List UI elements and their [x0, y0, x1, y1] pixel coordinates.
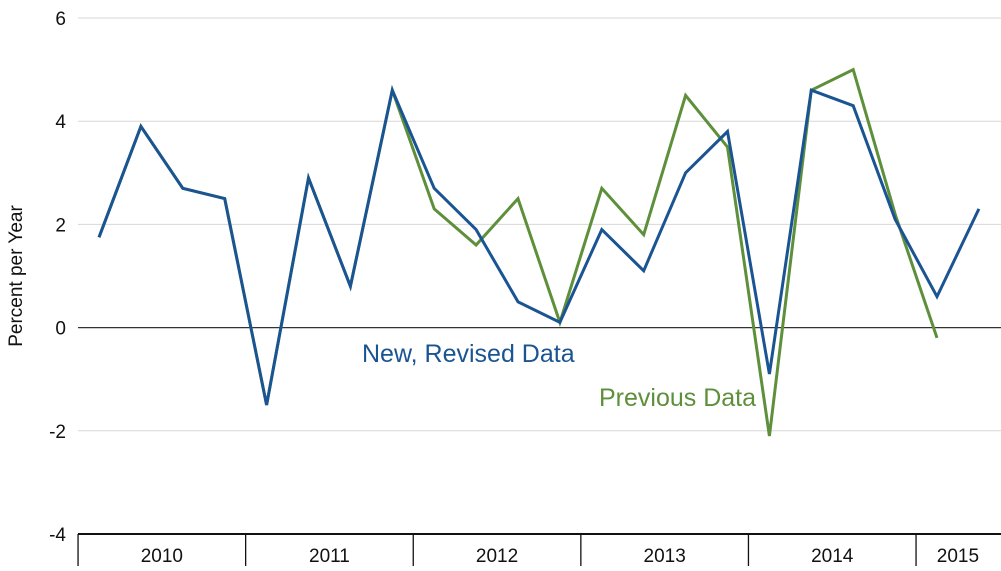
x-tick-label: 2012 — [476, 546, 518, 567]
x-tick-label: 2014 — [811, 546, 854, 567]
y-tick-label: 2 — [55, 215, 66, 236]
y-tick-label: -4 — [49, 525, 66, 546]
y-axis-title: Percent per Year — [6, 205, 27, 347]
y-tick-label: 6 — [55, 9, 66, 30]
series-lines — [97, 67, 981, 437]
y-tick-label: 0 — [55, 319, 66, 340]
x-tick-label: 2010 — [141, 546, 183, 567]
gridlines — [78, 17, 1001, 432]
x-tick-label: 2013 — [644, 546, 686, 567]
y-axis-ticks: -4 -2 0 2 4 6 — [49, 9, 66, 546]
x-tick-label: 2015 — [937, 546, 979, 567]
series-line-new-revised — [97, 85, 981, 406]
y-tick-label: -2 — [49, 422, 66, 443]
x-tick-label: 2011 — [309, 546, 350, 567]
series-label-new-revised: New, Revised Data — [362, 340, 575, 368]
y-tick-label: 4 — [55, 112, 66, 133]
series-line-previous — [97, 67, 939, 437]
series-label-previous: Previous Data — [599, 384, 756, 412]
x-axis-ticks: 2010 2011 2012 2013 2014 2015 — [77, 534, 979, 567]
